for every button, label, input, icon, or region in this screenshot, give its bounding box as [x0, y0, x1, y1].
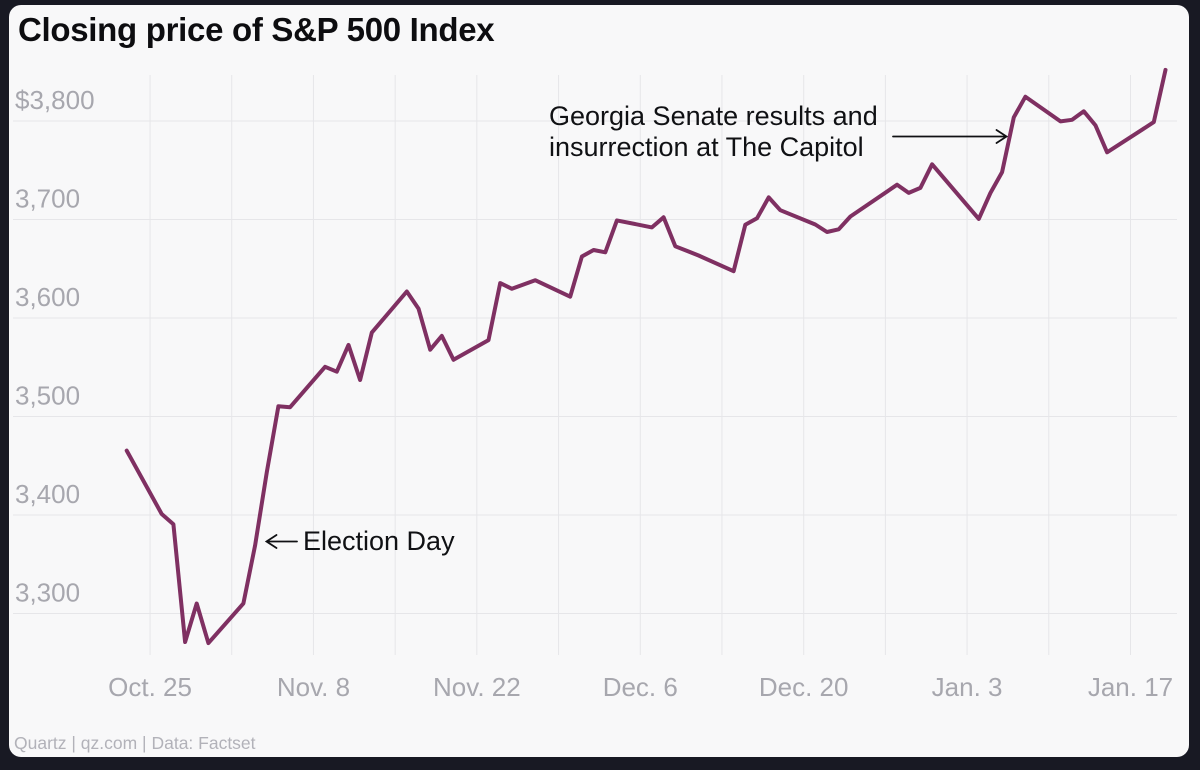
price-line-layer — [124, 67, 1168, 646]
annotation-georgia-line2: insurrection at The Capitol — [549, 132, 864, 162]
x-tick-label: Oct. 25 — [108, 672, 192, 702]
x-tick-label: Dec. 6 — [603, 672, 678, 702]
x-tick-label: Dec. 20 — [759, 672, 849, 702]
y-tick-label: 3,300 — [15, 578, 80, 608]
chart-title: Closing price of S&P 500 Index — [18, 11, 495, 48]
price-line — [124, 67, 1168, 646]
y-tick-label: $3,800 — [15, 85, 95, 115]
election-arrow-icon — [264, 534, 298, 549]
y-tick-label: 3,500 — [15, 381, 80, 411]
y-tick-label: 3,400 — [15, 479, 80, 509]
grid-layer: $3,800 3,700 3,600 3,500 3,400 3,300 Oct. 25 No… — [13, 75, 1177, 702]
line-chart: $3,800 3,700 3,600 3,500 3,400 3,300 Oct. 25 No… — [13, 67, 1177, 702]
x-tick-label: Nov. 22 — [433, 672, 521, 702]
annotation-election-day: Election Day — [303, 526, 455, 556]
source-credit: Quartz | qz.com | Data: Factset — [14, 733, 256, 753]
x-tick-label: Nov. 8 — [277, 672, 350, 702]
x-tick-label: Jan. 17 — [1088, 672, 1173, 702]
y-tick-label: 3,600 — [15, 282, 80, 312]
annotation-georgia-senate: Georgia Senate results and insurrection … — [549, 101, 878, 163]
annotation-georgia-line1: Georgia Senate results and — [549, 101, 878, 131]
georgia-arrow-icon — [892, 129, 1009, 144]
chart-card: Closing price of S&P 500 Index $3,800 3,7… — [9, 5, 1189, 757]
x-tick-label: Jan. 3 — [932, 672, 1003, 702]
y-tick-label: 3,700 — [15, 184, 80, 214]
